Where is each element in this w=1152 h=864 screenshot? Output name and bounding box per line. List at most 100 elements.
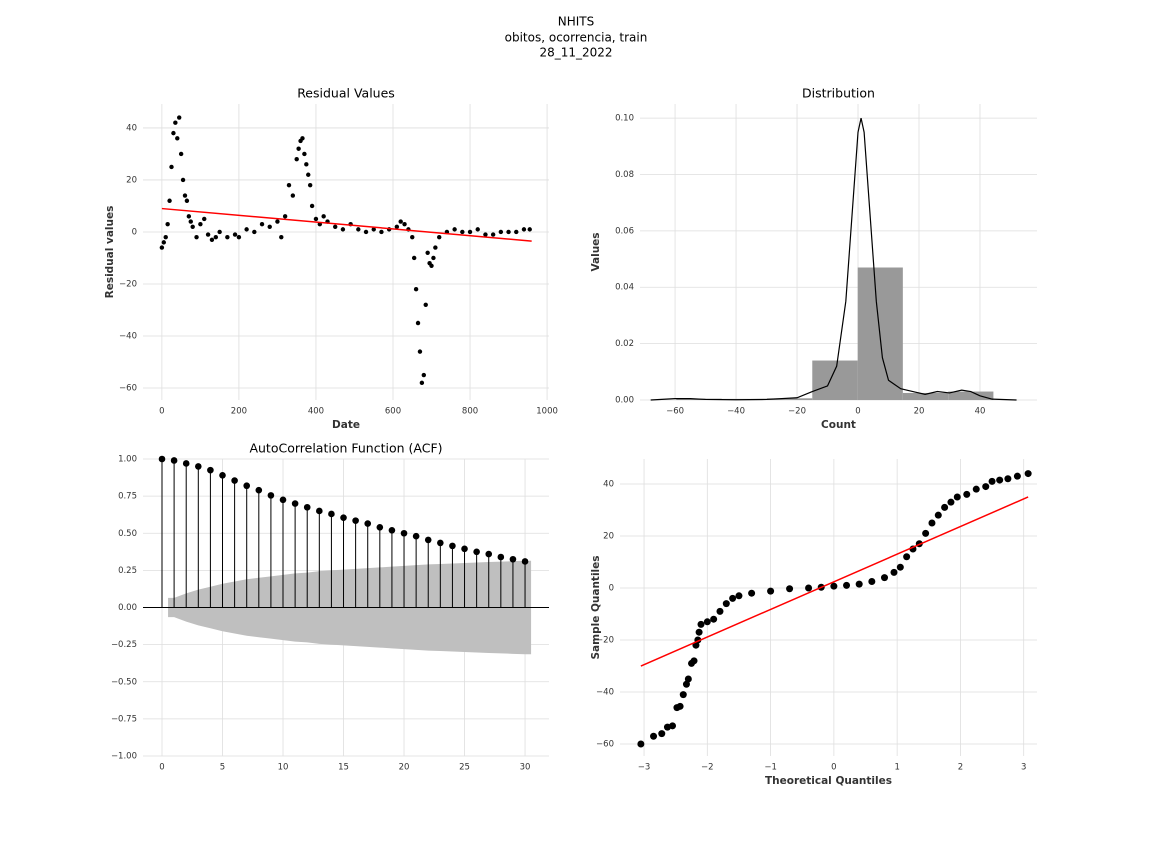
y-tick-label: −20 [119,279,137,289]
point [186,214,192,219]
x-tick-label: 20 [914,407,925,417]
point [735,592,743,600]
point [180,177,186,183]
point [748,589,756,597]
point [209,237,215,242]
point [490,232,496,237]
y-tick-label: −40 [596,688,614,698]
point [307,182,313,188]
y-tick-label: 0.00 [615,396,634,406]
point [483,232,488,237]
point [225,234,230,240]
point [421,372,427,378]
point [527,227,532,232]
point [729,594,737,602]
point [177,115,182,120]
point [506,229,511,235]
point [286,182,292,188]
x-axis-label: Count [821,419,856,431]
point [710,615,718,623]
point [236,234,242,240]
point [304,162,309,167]
point [198,221,203,227]
point [259,221,265,227]
x-tick-label: 20 [399,763,410,773]
point [498,229,504,235]
stem-marker [461,545,468,553]
point [232,232,238,237]
point [398,219,403,224]
point [413,286,419,292]
x-tick-label: 400 [308,407,324,417]
x-tick-label: 0 [159,763,164,773]
point [267,224,272,229]
stem-marker [255,486,263,494]
stem-marker [400,529,408,537]
point [896,563,904,571]
x-tick-label: −60 [666,407,684,417]
point [452,227,457,232]
point [684,675,692,683]
stem-marker [219,472,226,479]
point [941,503,949,511]
point [953,493,961,501]
point [988,477,996,485]
histogram-bar [902,392,949,400]
suptitle: obitos, ocorrencia, train [505,31,648,45]
y-tick-label: −0.75 [111,714,137,724]
point [1013,472,1021,480]
x-axis-label: Date [332,419,360,431]
point [294,156,299,162]
point [296,146,301,151]
histogram-bar [812,360,858,400]
point [309,203,315,209]
point [947,498,955,506]
point [290,193,296,198]
point [371,227,376,232]
x-tick-label: −40 [727,407,745,417]
point [410,234,415,240]
stem-marker [521,558,529,565]
y-tick-label: −60 [119,384,137,394]
point [340,227,346,232]
point [722,600,730,608]
point [190,224,195,229]
x-tick-label: 0 [855,407,860,417]
x-tick-label: 600 [385,407,401,417]
x-tick-label: 800 [462,407,478,417]
y-tick-label: 0 [609,583,614,593]
stem-marker [243,482,251,490]
point [173,120,178,125]
point [356,227,361,232]
y-tick-label: 40 [126,123,137,133]
point [903,553,911,561]
stem-marker [497,553,505,561]
y-tick-label: −20 [596,636,614,646]
point [188,219,193,224]
x-tick-label: 5 [220,763,225,773]
point [171,130,176,136]
point [786,585,794,593]
point [423,302,428,308]
point [419,380,425,386]
point [1004,475,1012,483]
point [514,229,519,235]
point [890,568,898,576]
point [460,229,465,235]
point [467,229,473,235]
point [697,620,705,628]
fit-line [161,207,532,242]
point [167,198,172,203]
stem-marker [376,524,384,531]
stem-marker [485,550,493,558]
stem-marker [158,455,166,463]
stem-marker [279,496,287,504]
point [437,234,442,240]
panel-title: Distribution [802,86,875,101]
stem-marker [231,477,238,484]
point [159,245,165,250]
stem-marker [267,492,275,499]
point [411,255,417,261]
